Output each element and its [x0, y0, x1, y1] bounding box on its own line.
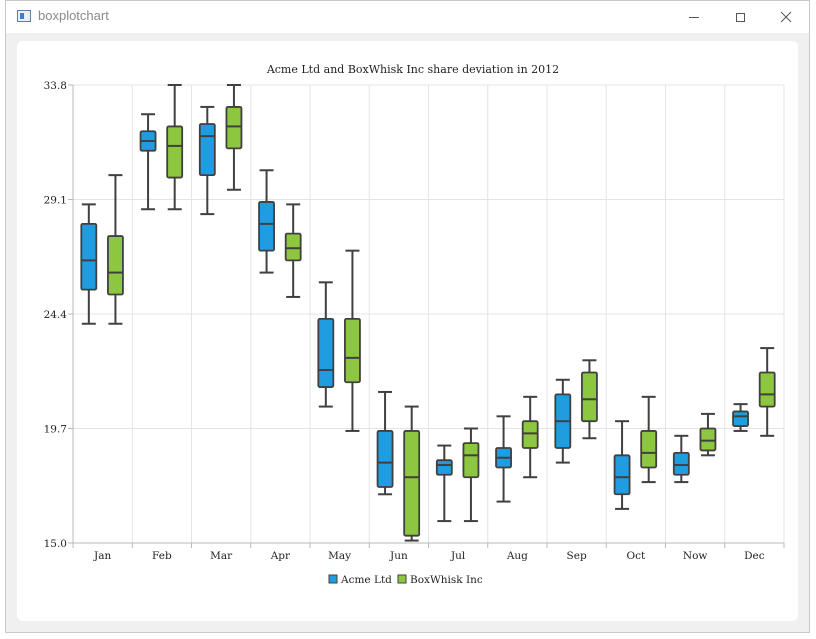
y-tick-label: 19.7: [44, 424, 67, 436]
box-iqr: [376, 430, 394, 488]
box-iqr: [672, 451, 690, 476]
box-boxwhisk-jul: [462, 427, 480, 523]
box-boxwhisk-feb: [166, 84, 184, 211]
box-acme-jul: [435, 444, 453, 523]
maximize-icon: [735, 12, 745, 22]
app-window: boxplotchart Acme Ltd and BoxWhisk Inc s…: [5, 0, 810, 633]
x-tick-label: Jul: [450, 550, 466, 562]
maximize-button[interactable]: [717, 1, 763, 33]
box-iqr: [166, 125, 184, 179]
box-acme-now: [672, 434, 690, 484]
plot-boxes: [80, 84, 776, 542]
chart-view: Acme Ltd and BoxWhisk Inc share deviatio…: [17, 41, 798, 621]
legend-swatch-boxwhisk: [397, 574, 407, 584]
x-tick-label: Sep: [567, 550, 587, 562]
x-tick-label: Apr: [270, 550, 291, 562]
box-acme-mar: [198, 105, 216, 216]
box-iqr: [732, 410, 749, 427]
box-boxwhisk-oct: [640, 395, 658, 484]
minimize-icon: [689, 16, 699, 18]
box-iqr: [317, 317, 335, 388]
y-tick-label: 15.0: [44, 538, 67, 550]
box-boxwhisk-sep: [581, 359, 598, 440]
chart-title: Acme Ltd and BoxWhisk Inc share deviatio…: [266, 63, 559, 76]
legend-label-boxwhisk: BoxWhisk Inc: [410, 574, 483, 586]
box-iqr: [198, 123, 216, 177]
x-tick-label: Jun: [389, 550, 408, 562]
title-bar[interactable]: boxplotchart: [6, 1, 809, 33]
legend: Acme Ltd BoxWhisk Inc: [328, 574, 483, 586]
box-iqr: [258, 201, 275, 252]
box-boxwhisk-mar: [225, 84, 243, 191]
x-tick-label: Mar: [210, 550, 233, 562]
legend-swatch-acme: [328, 574, 338, 584]
box-iqr: [699, 427, 717, 452]
box-iqr: [462, 442, 480, 479]
x-tick-label: Feb: [152, 550, 172, 562]
box-iqr: [435, 459, 453, 476]
box-boxwhisk-may: [344, 249, 361, 432]
close-button[interactable]: [763, 1, 809, 33]
x-tick-label: Oct: [627, 550, 646, 562]
box-acme-feb: [139, 113, 157, 211]
box-acme-apr: [258, 169, 275, 274]
box-acme-dec: [732, 403, 749, 432]
x-tick-label: Dec: [744, 550, 765, 562]
box-acme-aug: [495, 415, 512, 503]
boxplot-chart: Acme Ltd and BoxWhisk Inc share deviatio…: [44, 63, 785, 586]
app-window-icon: [17, 10, 31, 22]
box-acme-may: [317, 281, 335, 408]
box-iqr: [225, 106, 243, 150]
y-tick-label: 24.4: [44, 309, 68, 321]
box-boxwhisk-apr: [284, 203, 302, 298]
box-acme-jan: [80, 203, 98, 325]
x-tick-label: Now: [683, 550, 708, 562]
y-tick-label: 33.8: [44, 80, 67, 92]
box-boxwhisk-now: [699, 412, 717, 457]
box-acme-oct: [613, 420, 631, 510]
box-iqr: [640, 430, 658, 469]
box-iqr: [80, 222, 98, 291]
box-iqr: [107, 235, 124, 296]
box-iqr: [581, 371, 598, 423]
box-acme-jun: [376, 390, 394, 496]
close-icon: [780, 11, 792, 23]
legend-label-acme: Acme Ltd: [340, 574, 392, 586]
box-iqr: [344, 317, 361, 384]
x-axis: Jan Feb Mar Apr May Jun Jul Aug Sep Oct Now Dec: [72, 542, 785, 562]
window-title: boxplotchart: [38, 8, 109, 23]
box-boxwhisk-jan: [107, 174, 124, 325]
x-tick-label: Jan: [93, 550, 111, 562]
box-boxwhisk-aug: [521, 395, 539, 479]
plot-grid: [72, 84, 785, 544]
y-tick-label: 29.1: [44, 195, 67, 207]
box-iqr: [613, 454, 631, 496]
box-boxwhisk-dec: [758, 347, 776, 437]
x-tick-label: May: [328, 550, 351, 562]
x-tick-label: Aug: [506, 550, 528, 562]
y-axis: 15.0 19.7 24.4 29.1 33.8: [44, 80, 74, 550]
box-iqr: [758, 371, 776, 408]
box-iqr: [284, 232, 302, 262]
box-boxwhisk-jun: [403, 405, 421, 542]
box-iqr: [521, 420, 539, 449]
minimize-button[interactable]: [671, 1, 717, 33]
box-iqr: [403, 430, 421, 537]
box-acme-sep: [554, 378, 572, 464]
